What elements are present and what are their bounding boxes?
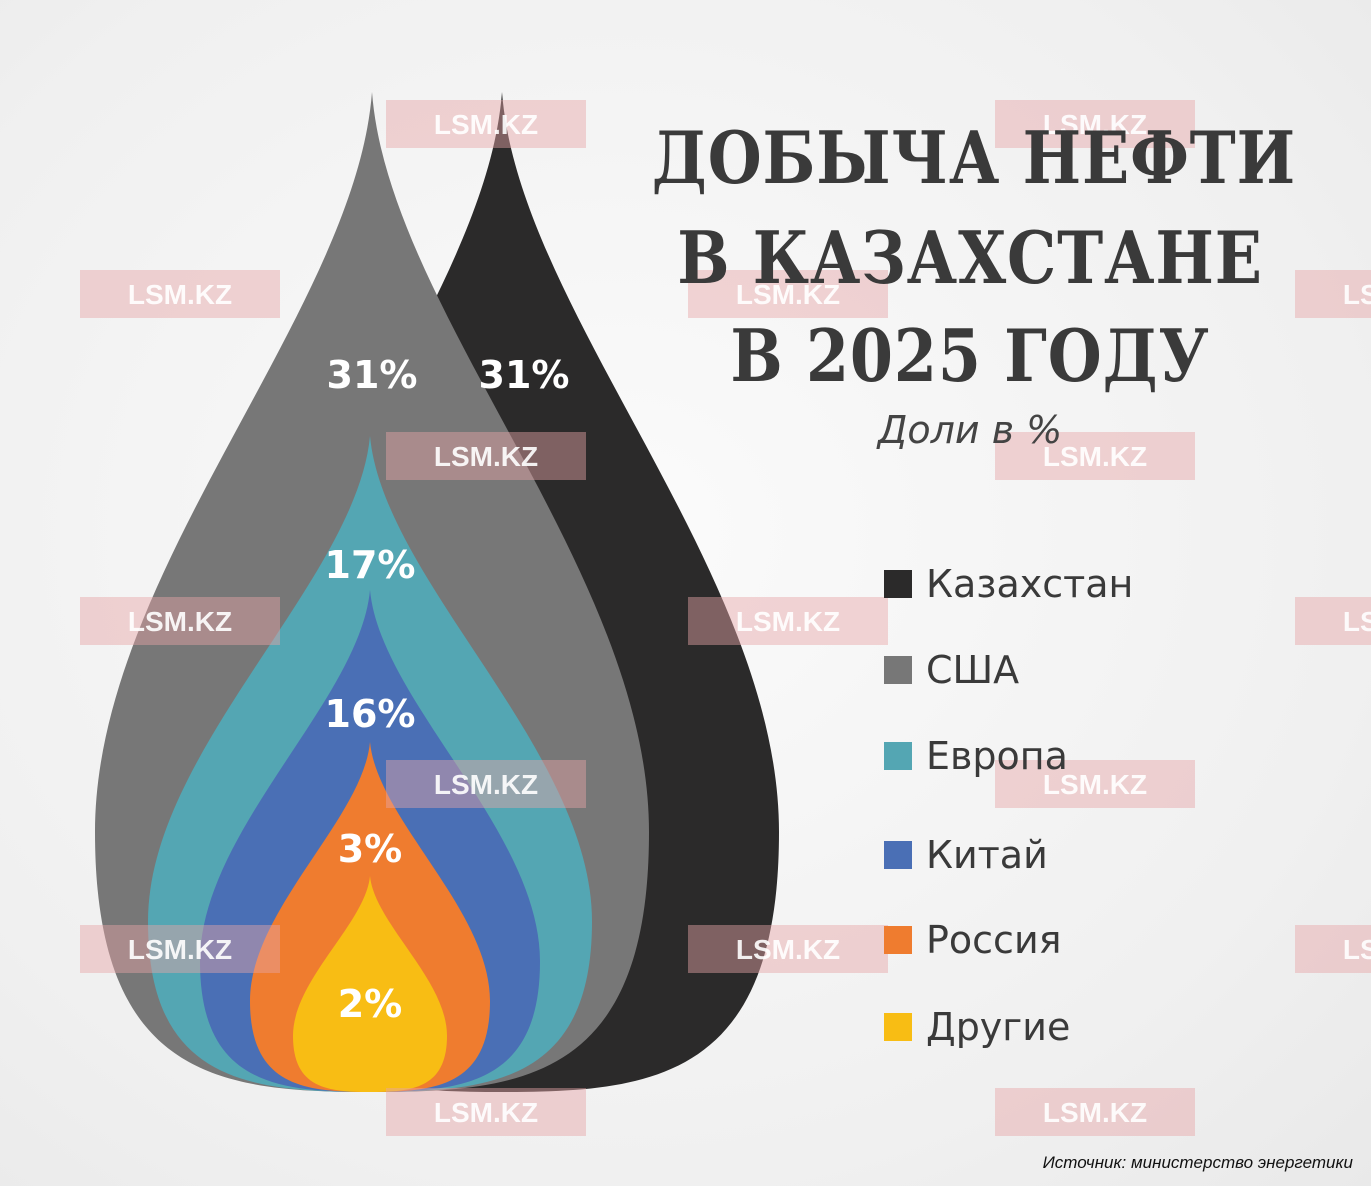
value-label-china: 16% xyxy=(325,692,416,736)
svg-text:LSM.KZ: LSM.KZ xyxy=(736,279,840,310)
legend-label: Европа xyxy=(926,734,1068,778)
svg-text:LSM.KZ: LSM.KZ xyxy=(434,769,538,800)
subtitle: Доли в % xyxy=(877,408,1063,452)
svg-text:LSM.KZ: LSM.KZ xyxy=(1343,606,1371,637)
watermark-tile: LSM.KZ xyxy=(386,432,586,480)
legend-swatch xyxy=(884,1013,912,1041)
svg-text:LSM.KZ: LSM.KZ xyxy=(1043,769,1147,800)
source-note: Источник: министерство энергетики xyxy=(1042,1153,1353,1172)
watermark-tile: LSM.KZ xyxy=(386,100,586,148)
svg-text:LSM.KZ: LSM.KZ xyxy=(128,279,232,310)
watermark-tile: LSM.KZ xyxy=(995,432,1195,480)
watermark-tile: LSM.KZ xyxy=(80,270,280,318)
watermark-tile: LSM.KZ xyxy=(1295,597,1371,645)
svg-text:LSM.KZ: LSM.KZ xyxy=(1343,279,1371,310)
watermark-tile: LSM.KZ xyxy=(386,1088,586,1136)
legend-swatch xyxy=(884,841,912,869)
value-label-europe: 17% xyxy=(325,543,416,587)
legend-swatch xyxy=(884,570,912,598)
svg-text:LSM.KZ: LSM.KZ xyxy=(1343,934,1371,965)
value-label-russia: 3% xyxy=(338,827,403,871)
svg-text:LSM.KZ: LSM.KZ xyxy=(736,934,840,965)
svg-text:LSM.KZ: LSM.KZ xyxy=(434,109,538,140)
watermark-tile: LSM.KZ xyxy=(995,760,1195,808)
svg-text:LSM.KZ: LSM.KZ xyxy=(434,441,538,472)
value-label-kazakhstan: 31% xyxy=(479,353,570,397)
title-line-2: В КАЗАХСТАНЕ xyxy=(677,215,1263,300)
svg-text:LSM.KZ: LSM.KZ xyxy=(736,606,840,637)
legend-item-russia: Россия xyxy=(884,918,1062,962)
legend-item-kazakhstan: Казахстан xyxy=(884,562,1133,606)
svg-text:LSM.KZ: LSM.KZ xyxy=(1043,1097,1147,1128)
legend-item-china: Китай xyxy=(884,833,1048,877)
watermark-tile: LSM.KZ xyxy=(1295,925,1371,973)
title-line-3: В 2025 ГОДУ xyxy=(730,313,1210,398)
watermark-tile: LSM.KZ xyxy=(688,270,888,318)
svg-text:LSM.KZ: LSM.KZ xyxy=(1043,109,1147,140)
watermark-tile: LSM.KZ xyxy=(995,100,1195,148)
svg-text:LSM.KZ: LSM.KZ xyxy=(1043,441,1147,472)
legend-label: Россия xyxy=(926,918,1062,962)
legend-item-usa: США xyxy=(884,648,1019,692)
watermark-tile: LSM.KZ xyxy=(386,760,586,808)
svg-text:LSM.KZ: LSM.KZ xyxy=(128,934,232,965)
watermark-tile: LSM.KZ xyxy=(80,925,280,973)
watermark-tile: LSM.KZ xyxy=(688,597,888,645)
watermark-tile: LSM.KZ xyxy=(688,925,888,973)
legend-swatch xyxy=(884,742,912,770)
legend-item-europe: Европа xyxy=(884,734,1068,778)
legend-label: Другие xyxy=(926,1005,1071,1049)
watermark-tile: LSM.KZ xyxy=(1295,270,1371,318)
value-label-other: 2% xyxy=(338,982,403,1026)
legend-label: Казахстан xyxy=(926,562,1134,606)
legend-label: Китай xyxy=(926,833,1048,877)
value-label-usa: 31% xyxy=(327,353,418,397)
legend-item-other: Другие xyxy=(884,1005,1070,1049)
title-line-1: ДОБЫЧА НЕФТИ xyxy=(651,115,1296,200)
watermark-layer: LSM.KZ LSM.KZ LSM.KZ LSM.KZ LSM.KZ LSM.KZ LSM.… xyxy=(80,100,1371,1136)
watermark-tile: LSM.KZ xyxy=(995,1088,1195,1136)
legend-label: США xyxy=(926,648,1020,692)
svg-text:LSM.KZ: LSM.KZ xyxy=(128,606,232,637)
value-labels: 31% 31% 17% 16% 3% 2% xyxy=(325,353,570,1026)
watermark-tile: LSM.KZ xyxy=(80,597,280,645)
svg-text:LSM.KZ: LSM.KZ xyxy=(434,1097,538,1128)
drop-other xyxy=(293,876,447,1092)
drops-layer xyxy=(95,92,779,1092)
legend-swatch xyxy=(884,926,912,954)
legend-swatch xyxy=(884,656,912,684)
